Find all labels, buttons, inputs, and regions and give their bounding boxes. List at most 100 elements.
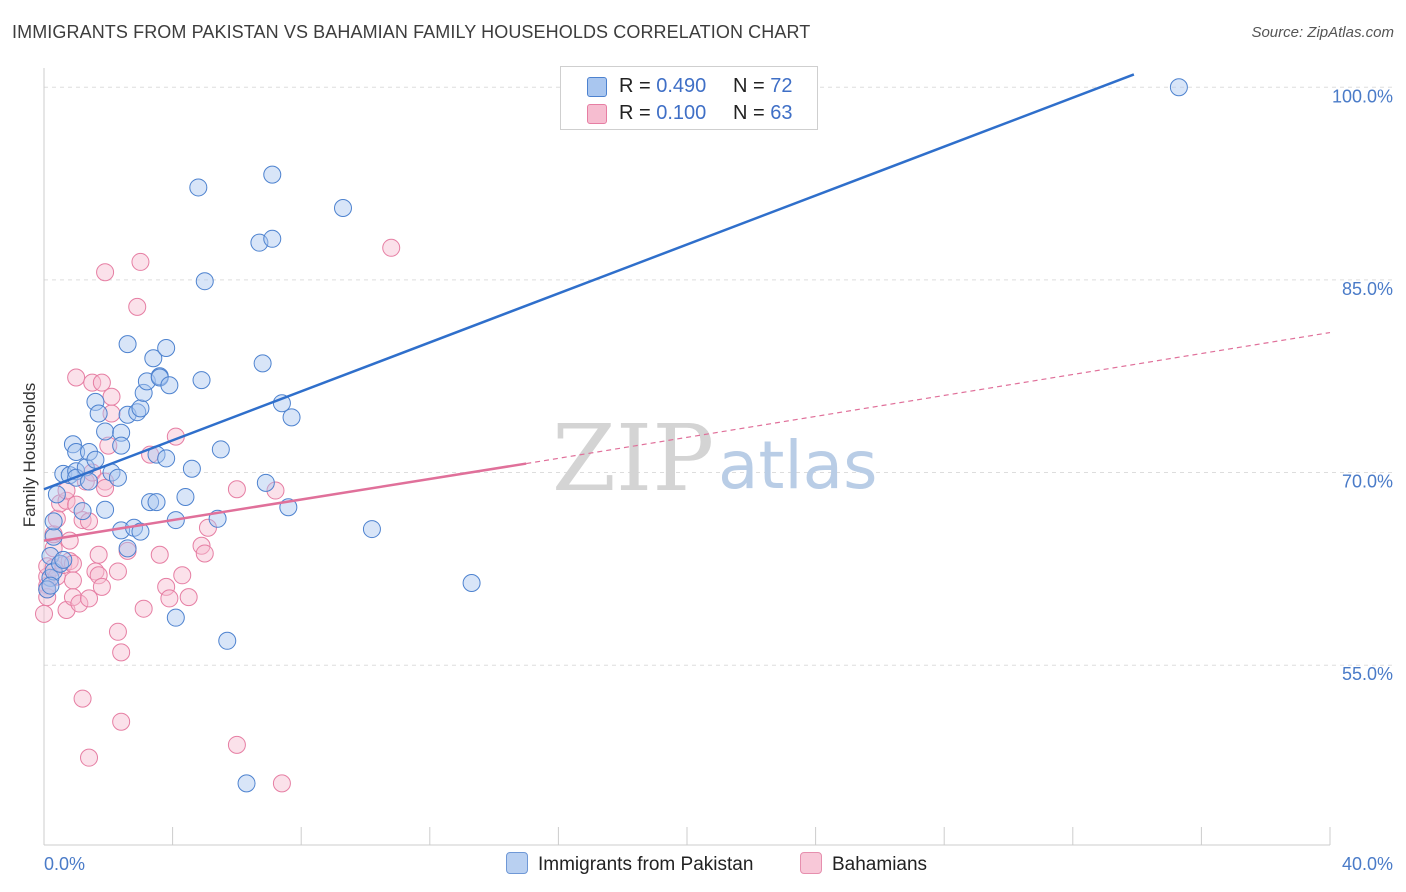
data-point-bahamians <box>80 512 99 531</box>
data-point-bahamians <box>131 252 150 271</box>
data-point-pakistan <box>118 335 137 354</box>
data-point-bahamians <box>108 622 127 641</box>
data-point-pakistan <box>150 368 169 387</box>
legend-n-value: 72 <box>770 75 793 97</box>
data-point-bahamians <box>150 545 169 564</box>
data-point-bahamians <box>108 562 127 581</box>
data-point-bahamians <box>195 544 214 563</box>
chart-title: IMMIGRANTS FROM PAKISTAN VS BAHAMIAN FAM… <box>12 22 811 42</box>
data-point-pakistan <box>166 608 185 627</box>
data-point-pakistan <box>263 165 282 184</box>
data-point-pakistan <box>237 774 256 793</box>
data-point-bahamians <box>96 478 115 497</box>
data-point-bahamians <box>57 491 76 510</box>
data-point-pakistan <box>1169 78 1188 97</box>
data-point-bahamians <box>92 373 111 392</box>
data-point-pakistan <box>86 392 105 411</box>
data-point-pakistan <box>157 449 176 468</box>
data-point-bahamians <box>99 436 118 455</box>
chart-source: Source: ZipAtlas.com <box>1251 24 1394 41</box>
legend-r-label: R = <box>619 75 651 97</box>
gridlines <box>44 86 1392 666</box>
data-point-bahamians <box>382 238 401 257</box>
y-tick-label: 85.0% <box>1342 279 1393 299</box>
data-point-pakistan <box>189 178 208 197</box>
data-point-bahamians <box>198 518 217 537</box>
data-point-bahamians <box>102 387 121 406</box>
data-point-pakistan <box>282 408 301 427</box>
data-point-pakistan <box>134 383 153 402</box>
tick-labels: 55.0% 70.0% 85.0% 100.0% 0.0% 40.0% <box>44 86 1393 874</box>
legend-r-value: 0.490 <box>656 75 707 97</box>
data-point-pakistan <box>96 422 115 441</box>
data-point-pakistan <box>218 631 237 650</box>
data-point-bahamians <box>272 774 291 793</box>
series-pakistan-points <box>38 78 1188 793</box>
data-point-bahamians <box>92 577 111 596</box>
data-point-bahamians <box>157 577 176 596</box>
data-point-pakistan <box>44 527 63 546</box>
data-point-bahamians <box>67 368 86 387</box>
data-point-pakistan <box>54 550 73 569</box>
data-point-pakistan <box>112 423 131 442</box>
data-point-pakistan <box>80 443 99 462</box>
data-point-pakistan <box>362 520 381 539</box>
data-point-pakistan <box>157 338 176 357</box>
data-point-bahamians <box>67 495 86 514</box>
watermark-atlas: atlas <box>718 427 878 504</box>
data-point-bahamians <box>38 588 57 607</box>
data-point-pakistan <box>131 399 150 418</box>
legend-swatch-blue <box>506 852 528 874</box>
data-point-pakistan <box>141 493 160 512</box>
y-tick-label: 100.0% <box>1332 86 1393 106</box>
data-point-pakistan <box>118 539 137 558</box>
data-point-bahamians <box>96 263 115 282</box>
data-point-pakistan <box>112 436 131 455</box>
data-point-pakistan <box>462 574 481 593</box>
data-point-pakistan <box>211 440 230 459</box>
data-point-bahamians <box>89 566 108 585</box>
legend-n-label: N = <box>733 75 765 97</box>
data-point-bahamians <box>227 480 246 499</box>
legend-item-bahamians[interactable]: Bahamians <box>800 852 927 876</box>
data-point-pakistan <box>96 500 115 519</box>
axes <box>43 68 1331 846</box>
data-point-pakistan <box>144 349 163 368</box>
data-point-pakistan <box>192 371 211 390</box>
data-point-bahamians <box>112 643 131 662</box>
data-point-bahamians <box>134 599 153 618</box>
data-point-pakistan <box>131 522 150 541</box>
data-point-pakistan <box>108 468 127 487</box>
data-point-bahamians <box>128 297 147 316</box>
data-point-bahamians <box>89 545 108 564</box>
legend-label-bahamians: Bahamians <box>832 854 928 875</box>
data-point-pakistan <box>176 487 195 506</box>
data-point-pakistan <box>182 459 201 478</box>
data-point-bahamians <box>266 481 285 500</box>
data-point-bahamians <box>47 509 66 528</box>
correlation-legend: R = 0.490 N = 72 R = 0.100 N = 63 <box>560 66 818 130</box>
x-tick-label: 0.0% <box>44 854 85 874</box>
data-point-pakistan <box>67 443 86 462</box>
trend-line-bahamians-extension <box>526 331 1331 465</box>
legend-label-pakistan: Immigrants from Pakistan <box>538 854 754 875</box>
data-point-bahamians <box>35 604 53 623</box>
data-point-pakistan <box>44 562 63 581</box>
legend-r-label: R = <box>619 102 651 124</box>
legend-n-label: N = <box>733 102 765 124</box>
data-point-bahamians <box>70 594 89 613</box>
legend-item-pakistan[interactable]: Immigrants from Pakistan <box>506 852 753 876</box>
data-point-pakistan <box>47 485 66 504</box>
legend-swatch-pink <box>587 104 607 124</box>
data-point-bahamians <box>73 689 92 708</box>
legend-swatch-pink <box>800 852 822 874</box>
data-point-bahamians <box>179 588 198 607</box>
data-point-pakistan <box>253 354 272 373</box>
data-point-pakistan <box>44 512 63 531</box>
watermark: ZIP atlas <box>552 405 878 512</box>
x-tick-label: 40.0% <box>1342 854 1393 874</box>
data-point-bahamians <box>112 712 131 731</box>
data-point-pakistan <box>263 229 282 248</box>
data-point-pakistan <box>89 404 108 423</box>
data-point-pakistan <box>195 272 214 291</box>
